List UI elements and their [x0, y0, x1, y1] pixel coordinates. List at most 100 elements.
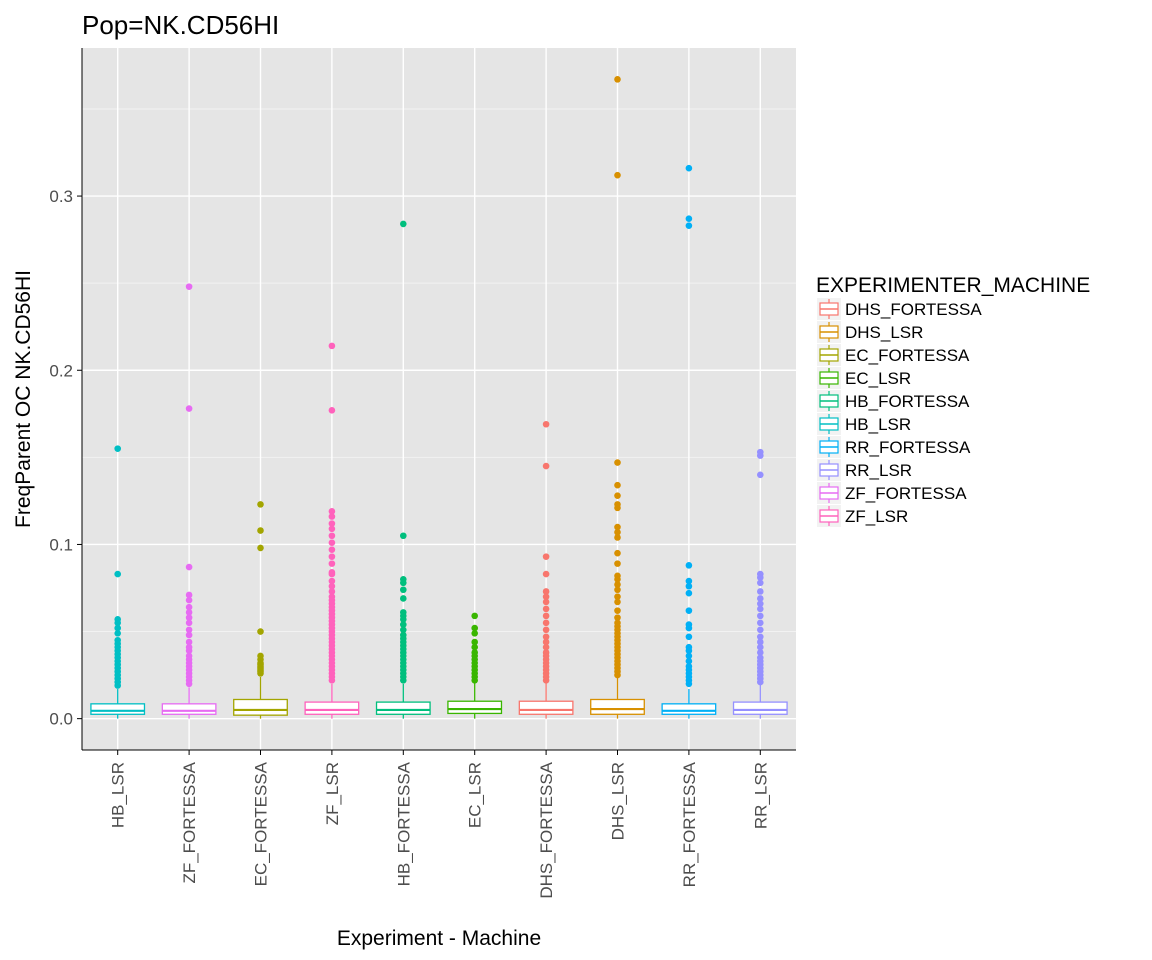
- legend-label: EC_FORTESSA: [845, 346, 970, 365]
- legend-item-rr-lsr: RR_LSR: [817, 459, 912, 481]
- legend-label: HB_FORTESSA: [845, 392, 970, 411]
- x-axis-label: Experiment - Machine: [337, 927, 541, 950]
- outlier-point: [685, 222, 693, 229]
- outlier-point: [471, 638, 479, 646]
- outlier-point: [114, 682, 121, 689]
- outlier-point: [185, 603, 193, 611]
- outlier-point: [685, 589, 693, 597]
- outlier-point: [614, 481, 621, 489]
- outlier-point: [685, 562, 693, 569]
- outlier-point: [328, 539, 336, 547]
- outlier-point: [542, 553, 550, 560]
- y-axis-ticks: 0.0 0.1 0.2 0.3: [49, 187, 82, 729]
- outlier-point: [614, 598, 621, 606]
- box-group-hb-lsr: [90, 445, 146, 719]
- y-tick-label: 0.2: [49, 361, 73, 380]
- outlier-point: [757, 579, 764, 587]
- y-tick-label: 0.3: [49, 187, 73, 206]
- outlier-point: [328, 407, 336, 414]
- outlier-point: [614, 171, 621, 179]
- box-group-hb-fortessa: [375, 220, 431, 719]
- outlier-point: [757, 588, 764, 595]
- outlier-point: [257, 628, 264, 635]
- outlier-point: [400, 579, 407, 587]
- outlier-point: [328, 570, 336, 578]
- box-group-rr-lsr: [732, 448, 788, 719]
- outlier-point: [614, 549, 621, 557]
- outlier-point: [757, 643, 764, 651]
- outlier-point: [328, 532, 336, 540]
- outlier-point: [757, 649, 764, 656]
- outlier-point: [114, 629, 121, 637]
- outlier-point: [542, 633, 550, 641]
- outlier-point: [328, 577, 336, 585]
- legend-label: DHS_LSR: [845, 323, 923, 342]
- outlier-point: [542, 420, 550, 428]
- outlier-point: [400, 621, 407, 628]
- box-iqr: [90, 703, 146, 715]
- outlier-point: [614, 528, 621, 536]
- outlier-point: [185, 619, 193, 627]
- outlier-point: [614, 459, 621, 466]
- outlier-point: [185, 631, 193, 639]
- box-iqr: [447, 700, 503, 715]
- outlier-point: [471, 612, 479, 620]
- legend-item-ec-fortessa: EC_FORTESSA: [817, 344, 970, 366]
- outlier-point: [328, 342, 336, 350]
- legend-title: EXPERIMENTER_MACHINE: [816, 274, 1090, 297]
- outlier-point: [114, 619, 121, 627]
- outlier-point: [114, 570, 121, 578]
- outlier-point: [542, 605, 550, 613]
- outlier-point: [685, 215, 693, 223]
- plot-panel: [82, 48, 796, 750]
- outlier-point: [542, 588, 550, 595]
- outlier-point: [685, 647, 693, 655]
- outlier-point: [471, 624, 479, 632]
- legend: EXPERIMENTER_MACHINE DHS_FORTESSA DHS_LSR…: [816, 274, 1090, 527]
- outlier-point: [757, 633, 764, 641]
- outlier-point: [257, 544, 264, 552]
- outlier-point: [614, 504, 621, 512]
- outlier-point: [685, 652, 693, 660]
- outlier-point: [757, 605, 764, 613]
- x-axis-ticks: HB_LSR ZF_FORTESSA EC_FORTESSA ZF_LSR HB_FOR…: [109, 750, 770, 899]
- x-tick-label: RR_LSR: [751, 762, 770, 829]
- outlier-point: [185, 647, 193, 655]
- outlier-point: [328, 525, 336, 533]
- legend-item-hb-fortessa: HB_FORTESSA: [817, 390, 970, 412]
- outlier-point: [400, 616, 407, 623]
- outlier-point: [614, 534, 621, 541]
- outlier-point: [542, 462, 550, 470]
- outlier-point: [185, 680, 193, 688]
- box-group-rr-fortessa: [661, 164, 717, 719]
- y-tick-label: 0.1: [49, 535, 73, 554]
- outlier-point: [757, 595, 764, 602]
- outlier-point: [400, 586, 407, 594]
- outlier-point: [185, 614, 193, 621]
- outlier-point: [257, 527, 264, 534]
- box-group-zf-fortessa: [161, 283, 217, 719]
- outlier-point: [114, 445, 121, 452]
- outlier-point: [614, 586, 621, 594]
- outlier-point: [685, 577, 693, 585]
- outlier-point: [757, 452, 764, 459]
- outlier-point: [757, 612, 764, 620]
- box-group-zf-lsr: [304, 342, 360, 719]
- box-iqr: [233, 698, 288, 716]
- outlier-point: [328, 546, 336, 553]
- outlier-point: [614, 593, 621, 601]
- outlier-point: [685, 624, 693, 632]
- outlier-point: [614, 671, 621, 679]
- outlier-point: [757, 626, 764, 634]
- x-tick-label: DHS_LSR: [609, 762, 628, 840]
- outlier-point: [614, 560, 621, 567]
- y-axis-label: FreqParent OC NK.CD56HI: [12, 270, 35, 528]
- y-tick-label: 0.0: [49, 710, 73, 729]
- x-tick-label: EC_LSR: [466, 762, 485, 828]
- outlier-point: [614, 581, 621, 588]
- outlier-point: [400, 532, 407, 540]
- outlier-point: [400, 220, 407, 228]
- box-group-dhs-fortessa: [518, 420, 574, 719]
- outlier-point: [328, 588, 336, 595]
